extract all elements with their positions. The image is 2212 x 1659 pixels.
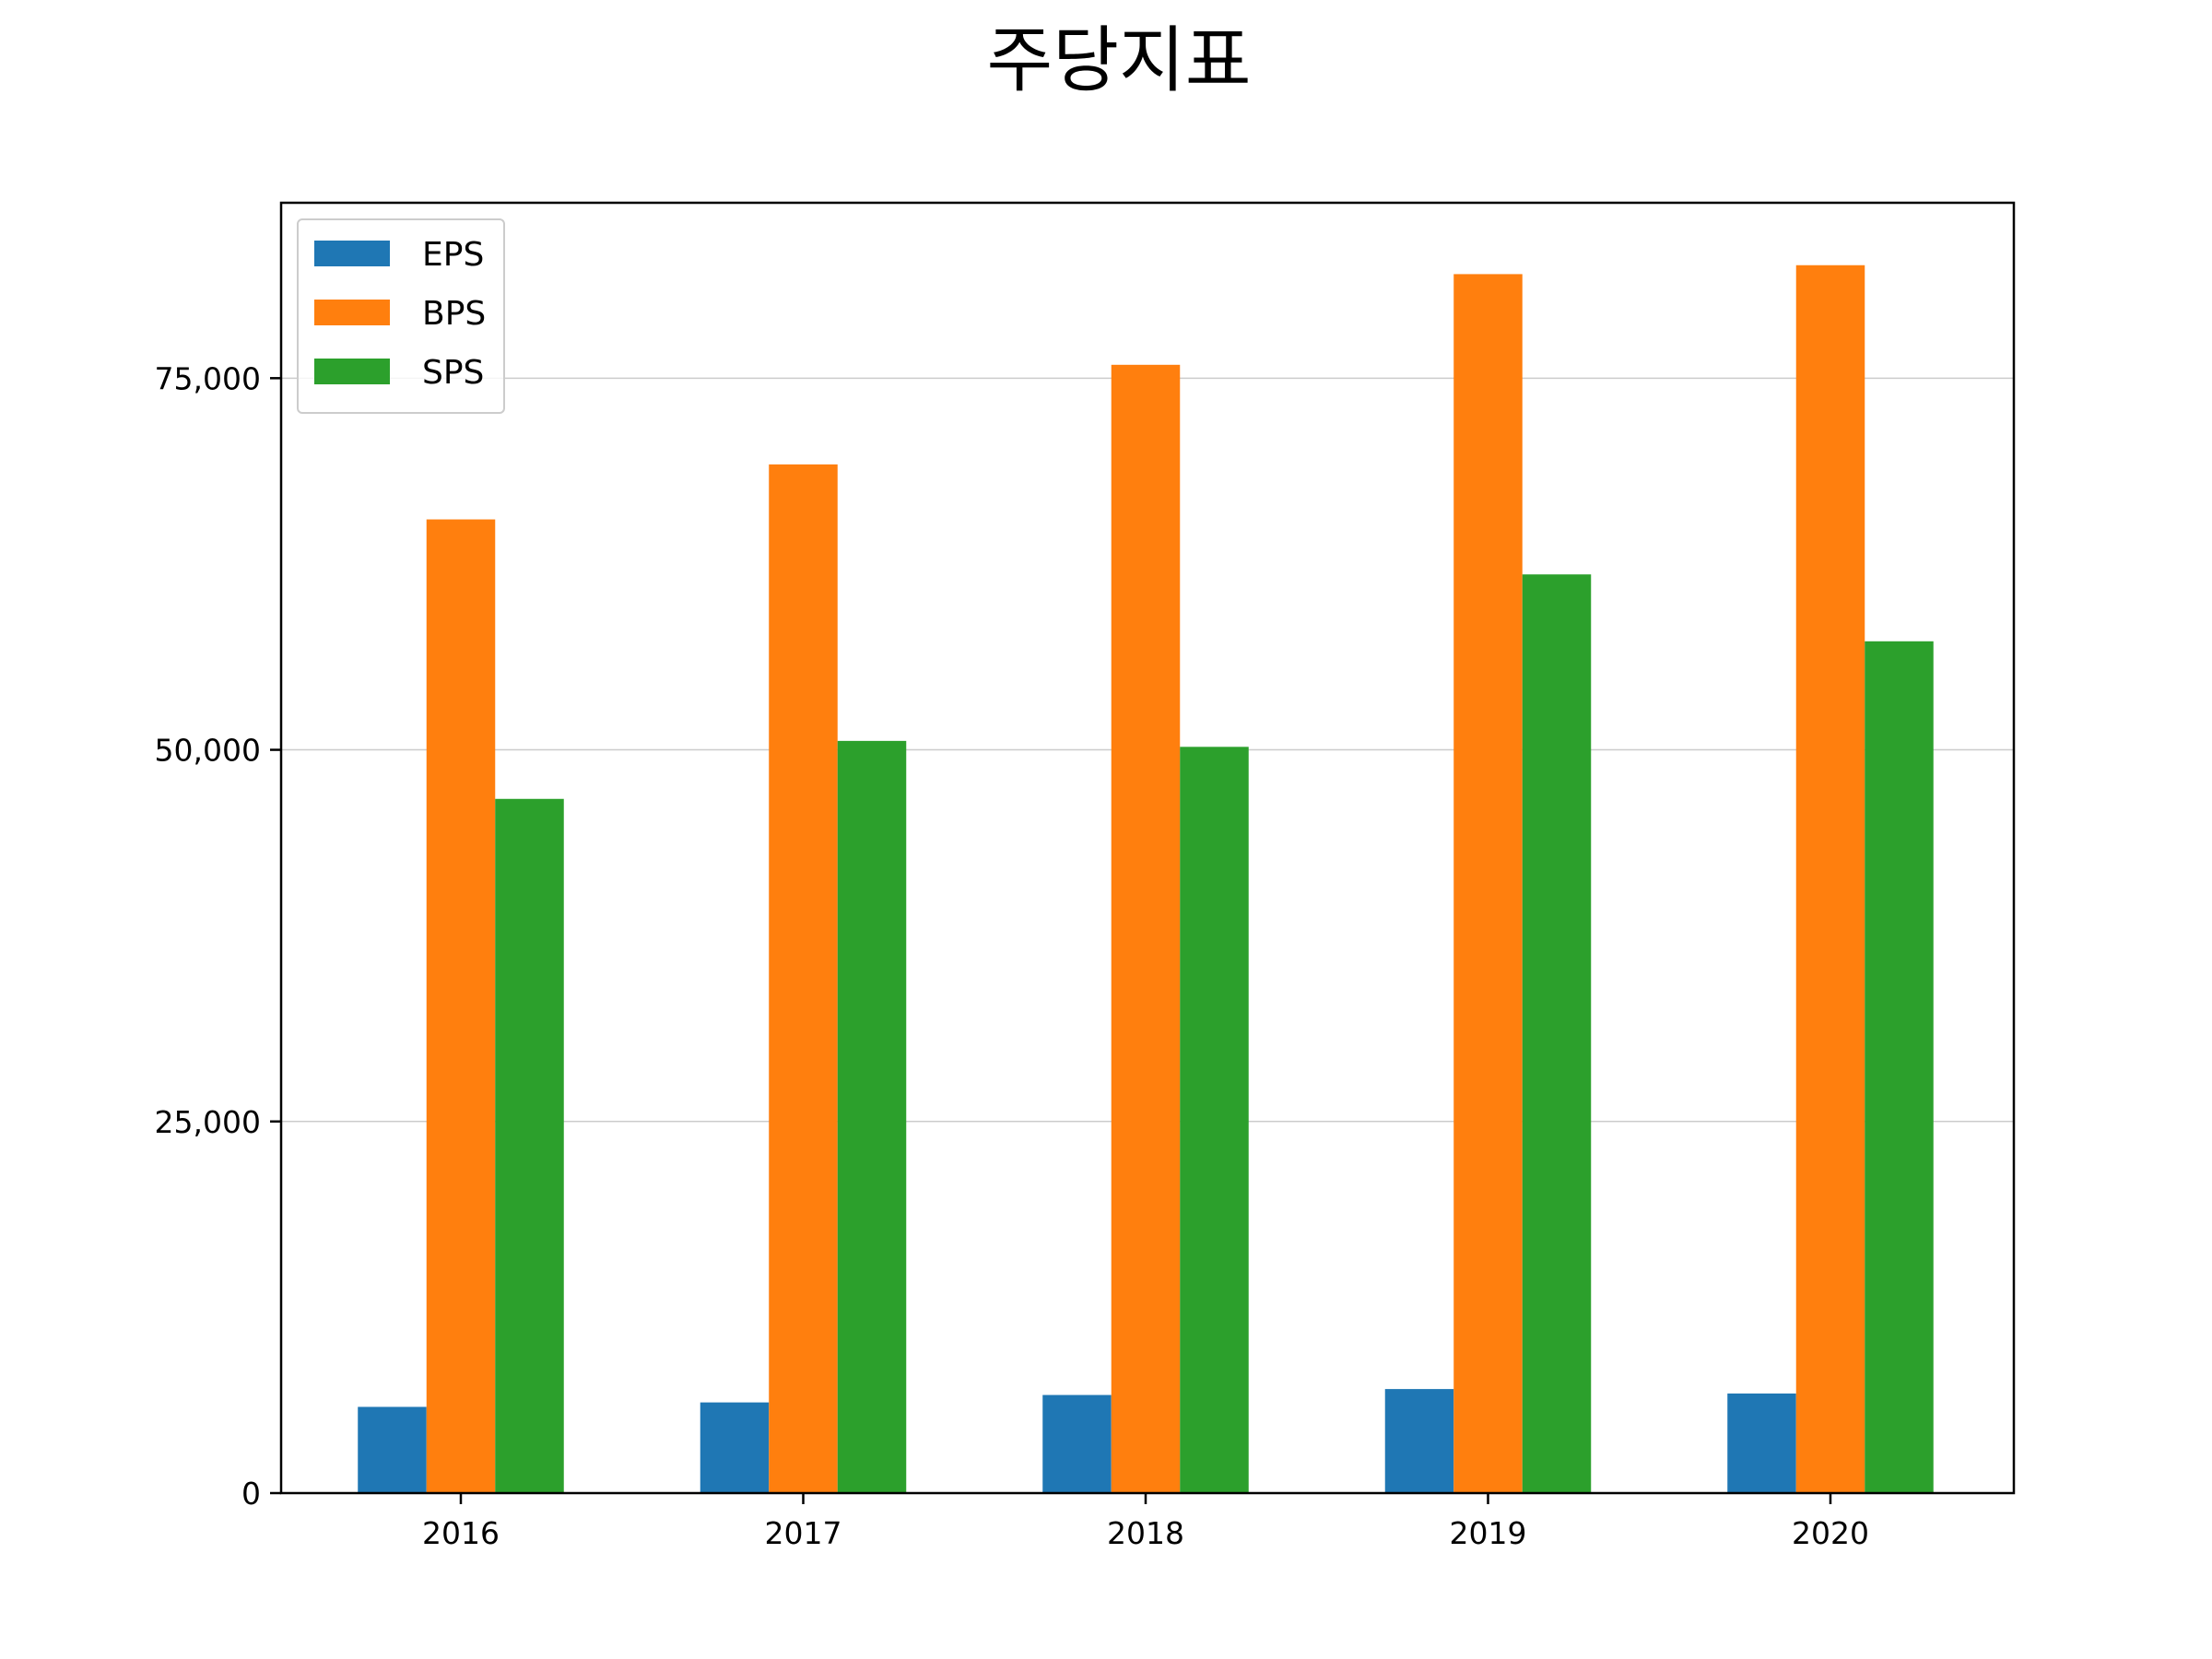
- y-tick-label: 75,000: [155, 360, 261, 396]
- bar-sps-2019: [1522, 574, 1592, 1493]
- bar-eps-2019: [1384, 1389, 1454, 1493]
- x-tick-label: 2020: [1792, 1515, 1869, 1551]
- bar-bps-2020: [1795, 265, 1865, 1493]
- x-tick-label: 2016: [422, 1515, 500, 1551]
- axes: 0 25,000 50,000 75,000 2016 2017 2018 2019 2020: [155, 360, 1869, 1551]
- legend-label-eps: EPS: [422, 236, 484, 274]
- bars: [358, 265, 1934, 1494]
- legend: EPS BPS SPS: [297, 218, 505, 414]
- bar-bps-2016: [426, 519, 496, 1494]
- legend-label-sps: SPS: [422, 354, 484, 392]
- x-tick-label: 2019: [1450, 1515, 1527, 1551]
- x-tick-label: 2017: [765, 1515, 842, 1551]
- bar-eps-2017: [700, 1402, 770, 1493]
- bar-bps-2018: [1111, 364, 1181, 1494]
- bar-sps-2016: [495, 798, 564, 1493]
- bar-eps-2016: [358, 1406, 427, 1493]
- bar-sps-2017: [837, 740, 907, 1493]
- y-tick-label: 0: [241, 1476, 261, 1512]
- legend-swatch-bps: [314, 300, 390, 325]
- bar-eps-2018: [1042, 1394, 1112, 1493]
- x-tick-label: 2018: [1107, 1515, 1184, 1551]
- bar-bps-2019: [1453, 274, 1523, 1494]
- bar-bps-2017: [769, 464, 838, 1493]
- legend-swatch-sps: [314, 359, 390, 384]
- chart-title: 주당지표: [986, 19, 1251, 102]
- legend-swatch-eps: [314, 241, 390, 266]
- bar-eps-2020: [1727, 1393, 1796, 1493]
- bar-sps-2018: [1180, 747, 1249, 1493]
- legend-label-bps: BPS: [422, 295, 486, 333]
- y-tick-label: 25,000: [155, 1104, 261, 1140]
- y-tick-label: 50,000: [155, 733, 261, 769]
- plot-frame: [279, 201, 2016, 1495]
- bar-sps-2020: [1865, 641, 1934, 1493]
